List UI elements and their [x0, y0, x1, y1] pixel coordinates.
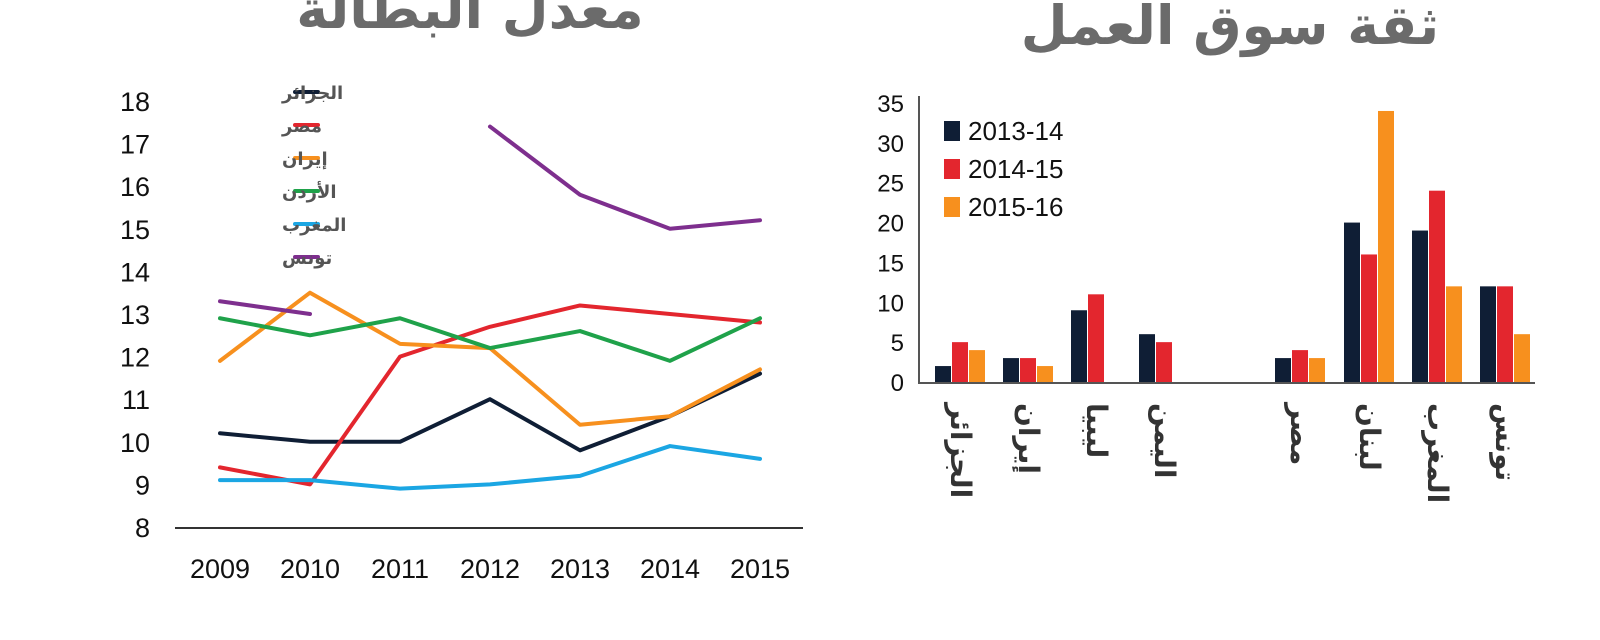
bar-chart-y-tick-label: 10: [877, 290, 904, 317]
bar-chart-category-label: إيران: [1011, 403, 1045, 474]
legend-swatch: [944, 121, 960, 141]
bar: [1361, 254, 1377, 382]
bar: [1156, 342, 1172, 382]
line-chart-x-tick-label: 2009: [190, 554, 250, 584]
bar: [1412, 230, 1428, 382]
line-chart-x-tick-label: 2012: [460, 554, 520, 584]
legend-label: الأردن: [282, 181, 337, 203]
bar-chart-category-label: مصر: [1284, 401, 1317, 465]
line-chart-y-tick-label: 12: [120, 343, 150, 373]
line-chart-x-tick-label: 2015: [730, 554, 790, 584]
line-chart-x-tick-label: 2011: [371, 554, 429, 584]
line-series: [218, 299, 312, 316]
bar: [1309, 358, 1325, 382]
line-chart-x-tick-label: 2013: [550, 554, 610, 584]
bar-chart-category-label: لبنان: [1353, 403, 1386, 471]
bar: [935, 366, 951, 382]
legend-label: 2015-16: [968, 192, 1063, 222]
bar-chart-title: ثقة سوق العمل: [1021, 0, 1439, 57]
bar: [1497, 286, 1513, 382]
bar-chart: 0 5 10 15 20 25 30 35 الجزائر إيران ليبيا اليمن مصر ل…: [877, 91, 1535, 503]
bar: [1378, 110, 1394, 382]
bar: [1003, 358, 1019, 382]
bar-chart-y-tick-label: 0: [891, 370, 904, 397]
bar-chart-y-tick-label: 5: [891, 330, 904, 357]
bar: [1139, 334, 1155, 382]
bar-chart-y-tick-label: 35: [877, 91, 904, 118]
bar: [969, 350, 985, 382]
legend-label: مصر: [281, 116, 322, 137]
line-chart-y-tick-label: 8: [135, 513, 150, 543]
line-chart-title: معدل البطالة: [296, 0, 644, 41]
legend-label: إيران: [282, 149, 328, 170]
line-chart: 8 9 10 11 12 13 14 15 16 17 18 2009 2010 2011 2012 2013…: [120, 83, 803, 584]
bar-chart-category-label: ليبيا: [1080, 403, 1113, 458]
bar-chart-category-label: الجزائر: [944, 401, 977, 498]
bar: [1071, 310, 1087, 382]
bar: [1344, 222, 1360, 382]
legend-label: الجزائر: [281, 83, 343, 104]
bar-chart-category-label: اليمن: [1148, 403, 1181, 479]
legend-label: تونس: [282, 248, 332, 269]
bar: [1292, 350, 1308, 382]
bar-chart-y-tick-label: 30: [877, 131, 904, 158]
line-chart-y-tick-label: 9: [135, 470, 150, 500]
legend-label: 2013-14: [968, 116, 1063, 146]
line-series: [488, 124, 762, 231]
bar-chart-y-tick-label: 20: [877, 211, 904, 238]
bar-chart-category-label: المغرب: [1421, 403, 1454, 503]
bar-chart-y-tick-label: 15: [877, 250, 904, 277]
line-chart-y-tick-label: 10: [120, 428, 150, 458]
line-chart-y-tick-label: 15: [120, 215, 150, 245]
line-chart-y-tick-label: 13: [120, 300, 150, 330]
legend-swatch: [944, 159, 960, 179]
bar: [1020, 358, 1036, 382]
line-series: [218, 303, 762, 487]
bar-chart-category-label: تونس: [1489, 403, 1522, 481]
line-series: [218, 316, 762, 363]
line-chart-y-tick-label: 11: [122, 385, 150, 415]
legend-label: 2014-15: [968, 154, 1063, 184]
line-chart-y-tick-label: 18: [120, 87, 150, 117]
bar: [1480, 286, 1496, 382]
bar: [1037, 366, 1053, 382]
bar: [1429, 190, 1445, 382]
bar: [1514, 334, 1530, 382]
line-chart-y-tick-label: 17: [120, 130, 150, 160]
line-chart-x-tick-label: 2010: [280, 554, 340, 584]
line-series: [218, 444, 762, 491]
legend-swatch: [944, 197, 960, 217]
line-chart-y-tick-label: 16: [120, 172, 150, 202]
bar: [1088, 294, 1104, 382]
line-chart-y-tick-label: 14: [120, 257, 150, 287]
legend-label: المغرب: [282, 215, 346, 236]
bar: [1446, 286, 1462, 382]
line-chart-x-tick-label: 2014: [640, 554, 700, 584]
bar: [1275, 358, 1291, 382]
bar: [952, 342, 968, 382]
bar-chart-y-tick-label: 25: [877, 171, 904, 198]
